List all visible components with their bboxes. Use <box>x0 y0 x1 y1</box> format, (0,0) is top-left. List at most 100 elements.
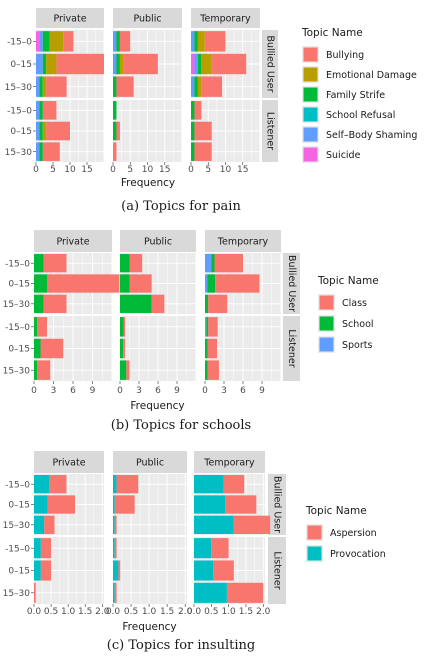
y-tick-label: 15–30 <box>3 366 31 376</box>
x-tick-label: 5 <box>50 165 56 175</box>
facet-strip-label: Private <box>53 14 86 25</box>
x-tick-label: 1.0 <box>221 607 236 617</box>
y-tick-label: -15–0 <box>7 107 32 117</box>
facet-strip-row <box>268 537 286 604</box>
facet-strip-col <box>191 8 260 28</box>
bar-segment <box>42 121 47 141</box>
bar-segment <box>37 360 51 380</box>
facet-strip-row-label: Listener <box>286 329 297 367</box>
bar-segment <box>126 360 130 380</box>
bar-segment <box>194 31 198 52</box>
bar-segment <box>194 515 234 534</box>
bar-segment <box>113 495 115 514</box>
x-tick-label: 0 <box>33 165 39 175</box>
bar-segment <box>194 101 202 120</box>
bar-segment <box>191 31 195 52</box>
x-tick-label: 15 <box>237 165 248 175</box>
y-tick-label: 0–15 <box>8 567 30 577</box>
bar-segment <box>36 121 40 141</box>
bar-segment <box>34 338 41 359</box>
facet-strip-label: Temporary <box>199 14 251 25</box>
bar-segment <box>36 101 40 120</box>
bar-segment <box>34 495 48 514</box>
bar-segment <box>194 142 212 161</box>
bar-segment <box>191 142 195 161</box>
bar-segment <box>43 254 67 273</box>
chart-2: Private Public Temporary Bullied User Listen… <box>3 451 386 653</box>
bar-segment <box>34 475 50 494</box>
facet-panel: 0 5 10 15 <box>188 100 261 175</box>
legend-swatch <box>307 525 322 540</box>
facet-panel <box>193 474 271 535</box>
bar-segment <box>119 31 131 52</box>
x-tick-label: 5 <box>205 165 211 175</box>
bar-segment <box>46 76 67 97</box>
y-tick-label: 0–15 <box>8 501 30 511</box>
facet-strip-label: Public <box>133 14 161 25</box>
y-tick-label: 15–30 <box>3 521 31 531</box>
bar-segment <box>34 538 41 559</box>
facet-panel <box>112 474 187 535</box>
bar-segment <box>120 317 124 337</box>
x-tick-label: 2.0 <box>256 607 271 617</box>
x-tick-label: 3 <box>51 386 57 396</box>
bar-segment <box>120 274 130 293</box>
bar-segment <box>191 53 195 75</box>
y-tick-label: -15–0 <box>5 544 30 554</box>
bar-segment <box>205 338 208 359</box>
bar-segment <box>116 121 120 141</box>
legend-swatch <box>303 147 318 162</box>
bar-segment <box>43 294 67 313</box>
bar-segment <box>211 53 247 75</box>
figure-caption: (c) Topics for insulting <box>107 638 255 653</box>
bar-segment <box>46 53 57 75</box>
figure-caption: (b) Topics for schools <box>111 418 251 433</box>
legend-swatch <box>319 295 334 310</box>
x-tick-label: 0 <box>110 165 116 175</box>
bar-segment <box>201 76 223 97</box>
bar-segment <box>120 360 127 380</box>
bar-segment <box>49 475 67 494</box>
bar-segment <box>113 121 117 141</box>
bar-segment <box>39 76 43 97</box>
bar-segment <box>197 76 202 97</box>
legend-label: School Refusal <box>326 110 395 121</box>
bar-segment <box>42 76 47 97</box>
legend-title: Topic Name <box>301 27 363 39</box>
bar-segment <box>191 76 195 97</box>
facet-panel: -15–0 0–15 15–300 5 10 15 <box>5 100 105 175</box>
y-tick-label: -15–0 <box>5 480 30 490</box>
bar-segment <box>34 560 41 581</box>
facet-strip-col <box>194 451 265 473</box>
bar-segment <box>205 294 209 313</box>
x-tick-label: 0.0 <box>27 607 42 617</box>
bar-segment <box>129 274 152 293</box>
x-tick-label: 5 <box>127 165 133 175</box>
bar-segment <box>194 76 198 97</box>
chart-1: Private Public Temporary Bullied User Listen… <box>3 230 379 433</box>
bar-segment <box>211 538 229 559</box>
legend-label: Class <box>342 298 367 309</box>
bar-segment <box>123 317 126 337</box>
x-tick-label: 0 <box>31 386 37 396</box>
legend-label: Suicide <box>326 150 361 161</box>
legend-title: Topic Name <box>317 275 379 287</box>
bar-segment <box>49 31 64 52</box>
bar-segment <box>116 31 120 52</box>
bar-segment <box>34 294 44 313</box>
bar-segment <box>42 53 47 75</box>
bar-segment <box>113 582 115 603</box>
bar-segment <box>207 274 216 293</box>
bar-segment <box>40 560 52 581</box>
bar-segment <box>42 101 57 120</box>
bar-segment <box>114 495 135 514</box>
bar-segment <box>201 53 212 75</box>
x-tick-label: 10 <box>220 165 232 175</box>
bar-segment <box>194 53 198 75</box>
bar-segment <box>119 53 124 75</box>
bar-segment <box>44 515 55 534</box>
legend-swatch <box>319 337 334 352</box>
x-tick-label: 10 <box>142 165 154 175</box>
facet-strip-col <box>34 230 112 252</box>
